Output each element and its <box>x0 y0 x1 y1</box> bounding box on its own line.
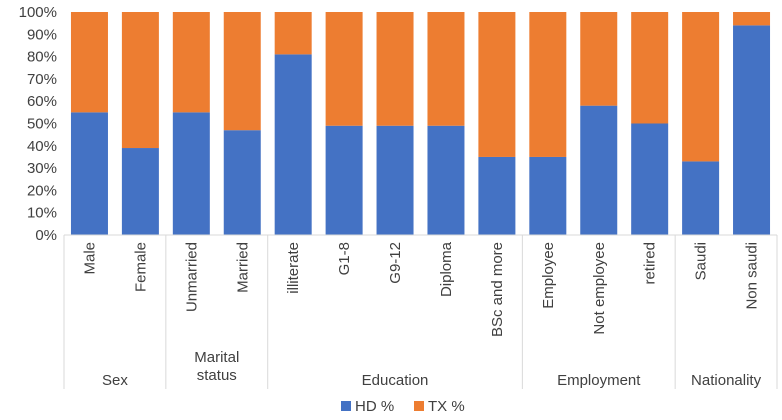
y-tick-label: 60% <box>27 93 57 110</box>
bar-tx-retired <box>631 12 669 124</box>
y-tick-label: 80% <box>27 49 57 66</box>
bars <box>70 12 771 236</box>
y-tick-label: 40% <box>27 138 57 155</box>
category-label-female: Female <box>132 242 149 292</box>
bar-hd-saudi <box>682 161 720 235</box>
category-label-male: Male <box>81 242 98 275</box>
bar-tx-female <box>121 12 159 149</box>
group-label-nationality: Nationality <box>691 372 762 389</box>
y-tick-label: 30% <box>27 160 57 177</box>
y-tick-label: 70% <box>27 71 57 88</box>
x-axis: Male Female Unmarried Married illiterate G1-8… <box>63 234 778 389</box>
bar-tx-married <box>223 12 261 131</box>
category-label-g1-8: G1-8 <box>336 242 353 275</box>
category-label-not-employee: Not employee <box>591 242 608 335</box>
bar-tx-g9-12 <box>376 12 414 126</box>
bar-hd-diploma <box>427 125 465 235</box>
bar-tx-unmarried <box>172 12 210 113</box>
bar-hd-married <box>223 130 261 235</box>
bar-tx-g1-8 <box>325 12 363 126</box>
category-label-married: Married <box>234 242 251 293</box>
bar-hd-bsc-and-more <box>478 156 516 235</box>
category-label-non-saudi: Non saudi <box>744 242 761 310</box>
bar-hd-g9-12 <box>376 125 414 235</box>
category-label-illiterate: illiterate <box>285 242 302 294</box>
bar-hd-not-employee <box>580 105 618 235</box>
category-label-bsc-and-more: BSc and more <box>489 242 506 337</box>
y-axis: 0% 10% 20% 30% 40% 50% 60% 70% 80% 90% 100% <box>19 4 57 244</box>
bar-tx-diploma <box>427 12 465 126</box>
bar-hd-g1-8 <box>325 125 363 235</box>
legend-label-tx: TX % <box>428 398 465 415</box>
y-tick-label: 50% <box>27 116 57 133</box>
category-label-retired: retired <box>642 242 659 285</box>
bar-tx-bsc-and-more <box>478 12 516 157</box>
bar-tx-non-saudi <box>733 12 771 26</box>
bar-hd-male <box>70 112 108 235</box>
bar-hd-employee <box>529 156 567 235</box>
bar-hd-retired <box>631 123 669 235</box>
bar-tx-employee <box>529 12 567 157</box>
bar-tx-male <box>70 12 108 113</box>
bar-hd-female <box>121 148 159 235</box>
y-tick-label: 100% <box>19 4 57 21</box>
bar-tx-illiterate <box>274 12 312 55</box>
bar-hd-unmarried <box>172 112 210 235</box>
category-label-g9-12: G9-12 <box>387 242 404 284</box>
category-label-employee: Employee <box>540 242 557 309</box>
category-label-diploma: Diploma <box>438 241 455 297</box>
group-label-education: Education <box>362 372 429 389</box>
group-label-marital-status: Marital status <box>194 349 239 384</box>
bar-tx-not-employee <box>580 12 618 106</box>
bar-tx-saudi <box>682 12 720 162</box>
legend-swatch-tx <box>414 401 424 411</box>
y-tick-label: 10% <box>27 205 57 222</box>
bar-hd-illiterate <box>274 54 312 236</box>
group-label-sex: Sex <box>102 372 128 389</box>
y-tick-label: 0% <box>35 227 57 244</box>
legend-swatch-hd <box>341 401 351 411</box>
legend: HD % TX % <box>341 398 465 415</box>
legend-label-hd: HD % <box>355 398 394 415</box>
y-tick-label: 20% <box>27 182 57 199</box>
y-tick-label: 90% <box>27 26 57 43</box>
category-label-unmarried: Unmarried <box>183 242 200 312</box>
bar-hd-non-saudi <box>733 25 771 235</box>
group-label-employment: Employment <box>557 372 641 389</box>
category-label-saudi: Saudi <box>693 242 710 280</box>
